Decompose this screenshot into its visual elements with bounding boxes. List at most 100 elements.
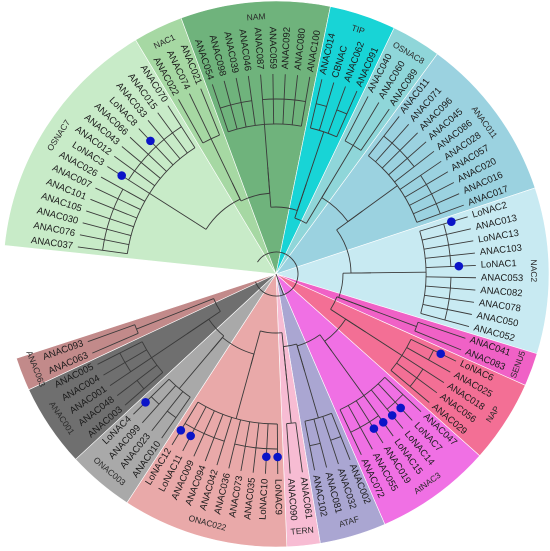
leaf-branch bbox=[352, 102, 380, 146]
leaf-branch bbox=[414, 330, 462, 351]
leaf-label-anac059: ANAC059 bbox=[267, 27, 279, 69]
subclade-arc bbox=[167, 410, 177, 418]
subclade-arc bbox=[383, 135, 415, 167]
leaf-branch bbox=[260, 74, 265, 125]
leaf-label-anac053: ANAC053 bbox=[481, 272, 523, 284]
backbone-arc bbox=[324, 318, 347, 342]
subclade-arc bbox=[262, 98, 306, 102]
leaf-branch bbox=[300, 76, 311, 127]
subclade-arc bbox=[386, 394, 404, 410]
tree-branches bbox=[77, 74, 476, 474]
clade-stem bbox=[331, 350, 365, 396]
clade-arc bbox=[304, 412, 332, 422]
backbone-stem bbox=[210, 335, 225, 352]
subclade-arc bbox=[336, 109, 348, 115]
subclade-arc bbox=[428, 350, 434, 361]
leaf-label-anac103: ANAC103 bbox=[479, 243, 522, 258]
backbone-stem bbox=[296, 343, 305, 372]
clade-stem bbox=[304, 370, 319, 419]
subclade-arc bbox=[409, 368, 424, 387]
lonac-marker bbox=[454, 261, 464, 271]
clade-sectors bbox=[4, 0, 550, 548]
subclade-arc bbox=[119, 352, 132, 372]
leaf-branch bbox=[216, 417, 233, 466]
leaf-label-anac087: ANAC087 bbox=[251, 27, 265, 70]
leaf-branch bbox=[401, 355, 445, 384]
backbone-stem bbox=[336, 296, 371, 310]
clade-sector-osnac7 bbox=[4, 39, 277, 275]
clade-label-nac2: NAC2 bbox=[529, 259, 539, 282]
leaf-branch bbox=[189, 93, 212, 139]
clade-stem bbox=[286, 380, 292, 424]
leaf-branch bbox=[100, 176, 146, 202]
clade-arc bbox=[310, 127, 337, 138]
leaf-branch bbox=[178, 99, 204, 144]
leaf-branch bbox=[171, 401, 199, 446]
backbone-arc bbox=[213, 298, 221, 312]
backbone-stem bbox=[250, 353, 255, 366]
leaf-branch bbox=[344, 96, 369, 142]
backbone-stem bbox=[186, 311, 221, 335]
lonac-marker bbox=[146, 136, 155, 146]
backbone-stem bbox=[231, 182, 242, 202]
leaf-label-lonac9: LoNAC9 bbox=[272, 479, 283, 515]
backbone-arc bbox=[205, 198, 241, 230]
backbone-arc bbox=[321, 197, 349, 222]
clade-arc bbox=[228, 123, 302, 133]
lonac-marker bbox=[396, 403, 405, 413]
lonac-marker bbox=[262, 452, 271, 462]
leaf-labels: ANAC037ANAC076ANAC030ANAC105ANAC101ANAC0… bbox=[30, 27, 523, 521]
lonac-marker bbox=[378, 417, 388, 427]
backbone-stem bbox=[345, 318, 367, 333]
clade-stem bbox=[327, 145, 354, 188]
clade-stem bbox=[210, 138, 233, 184]
clade-sector-nam bbox=[180, 0, 331, 276]
leaf-branch bbox=[116, 364, 158, 396]
subclade-arc bbox=[443, 223, 452, 267]
subclade-arc bbox=[102, 188, 124, 251]
subclade-arc bbox=[309, 442, 321, 447]
backbone-arc bbox=[260, 330, 283, 334]
clade-sector-atnac3 bbox=[275, 273, 481, 525]
root-arc bbox=[255, 251, 299, 297]
clade-arc bbox=[168, 378, 191, 398]
leaf-branch bbox=[322, 416, 339, 465]
leaf-branch bbox=[360, 108, 390, 151]
leaf-branch bbox=[399, 160, 442, 190]
backbone-stem bbox=[294, 183, 307, 219]
clade-stem bbox=[370, 308, 417, 328]
leaf-branch bbox=[228, 419, 242, 469]
subclade-arc bbox=[316, 103, 327, 107]
lonac-marker bbox=[369, 424, 379, 433]
leaf-branch bbox=[384, 376, 422, 413]
subclade-arc bbox=[350, 415, 379, 433]
lonac-marker bbox=[186, 431, 195, 441]
root-stem bbox=[275, 273, 284, 295]
leaf-branch bbox=[200, 88, 220, 136]
backbone-arc bbox=[222, 337, 255, 355]
subclade-arc bbox=[184, 423, 225, 442]
backbone-stem bbox=[321, 187, 329, 198]
leaf-label-lonac1: LoNAC1 bbox=[481, 258, 517, 271]
leaf-branch bbox=[286, 423, 291, 474]
clade-label-tip: TIP bbox=[350, 23, 366, 37]
clade-stem bbox=[370, 271, 426, 274]
clade-stem bbox=[263, 124, 269, 168]
clade-sector-nac2 bbox=[275, 187, 550, 355]
clade-stem bbox=[149, 192, 197, 224]
clade-label-tern: TERN bbox=[290, 525, 314, 537]
lonac-marker bbox=[447, 217, 456, 226]
subclade-arc bbox=[136, 380, 145, 390]
leaf-branch bbox=[92, 332, 139, 354]
leaf-branch bbox=[97, 341, 143, 365]
lonac-marker bbox=[176, 426, 186, 435]
subclade-arc bbox=[128, 126, 182, 181]
backbone-stem bbox=[336, 210, 363, 231]
backbone-stem bbox=[319, 334, 333, 352]
leaf-branch bbox=[295, 422, 303, 473]
subclade-arc bbox=[234, 443, 278, 450]
leaf-branch bbox=[417, 321, 466, 339]
subclade-arc bbox=[444, 277, 452, 321]
subclade-arc bbox=[220, 100, 252, 109]
